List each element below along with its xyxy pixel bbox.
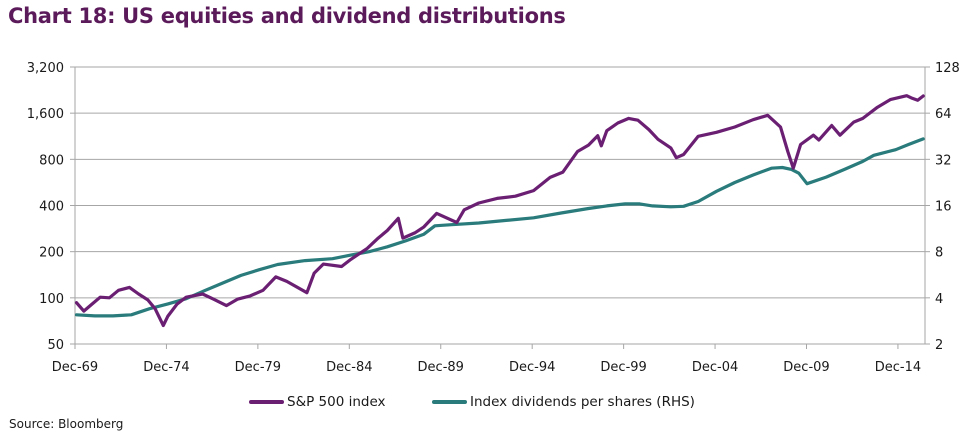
left-tick-label: 1,600 xyxy=(27,107,64,122)
x-tick-label: Dec-89 xyxy=(418,360,464,375)
right-tick-label: 16 xyxy=(935,200,952,215)
right-tick-label: 8 xyxy=(935,246,943,261)
left-tick-label: 3,200 xyxy=(27,61,64,76)
legend-item-sp500: S&P 500 index xyxy=(249,394,386,410)
legend-swatch-sp500 xyxy=(249,400,284,404)
x-tick-label: Dec-69 xyxy=(52,360,98,375)
gridlines xyxy=(75,66,925,299)
right-tick-label: 4 xyxy=(935,292,943,307)
legend-label-sp500: S&P 500 index xyxy=(287,394,386,410)
right-tick-label: 128 xyxy=(935,61,960,76)
x-tick-label: Dec-79 xyxy=(235,360,281,375)
right-tick-label: 64 xyxy=(935,107,952,122)
x-tick-label: Dec-14 xyxy=(875,360,921,375)
left-axis-ticks: 50 100 200 400 800 1,600 3,200 xyxy=(27,61,75,353)
x-tick-label: Dec-74 xyxy=(143,360,189,375)
x-tick-label: Dec-94 xyxy=(509,360,555,375)
left-tick-label: 400 xyxy=(39,200,64,215)
series xyxy=(74,94,925,328)
right-tick-label: 2 xyxy=(935,338,943,353)
x-tick-label: Dec-09 xyxy=(783,360,829,375)
x-tick-label: Dec-04 xyxy=(692,360,738,375)
right-axis-ticks: 2 4 8 16 32 64 128 xyxy=(925,61,960,353)
source-note: Source: Bloomberg xyxy=(9,417,124,431)
left-tick-label: 100 xyxy=(39,292,64,307)
series-line-dividends xyxy=(74,137,925,318)
x-axis-ticks: Dec-69 Dec-74 Dec-79 Dec-84 Dec-89 Dec-94 Dec-… xyxy=(52,344,921,375)
legend: S&P 500 index Index dividends per shares… xyxy=(0,394,980,416)
left-tick-label: 50 xyxy=(47,338,64,353)
right-tick-label: 32 xyxy=(935,153,952,168)
legend-label-dividends: Index dividends per shares (RHS) xyxy=(470,394,695,410)
x-tick-label: Dec-84 xyxy=(326,360,372,375)
legend-item-dividends: Index dividends per shares (RHS) xyxy=(432,394,695,410)
x-tick-label: Dec-99 xyxy=(600,360,646,375)
chart-title: Chart 18: US equities and dividend distr… xyxy=(8,4,566,28)
legend-swatch-dividends xyxy=(432,400,467,404)
left-tick-label: 800 xyxy=(39,153,64,168)
left-tick-label: 200 xyxy=(39,246,64,261)
